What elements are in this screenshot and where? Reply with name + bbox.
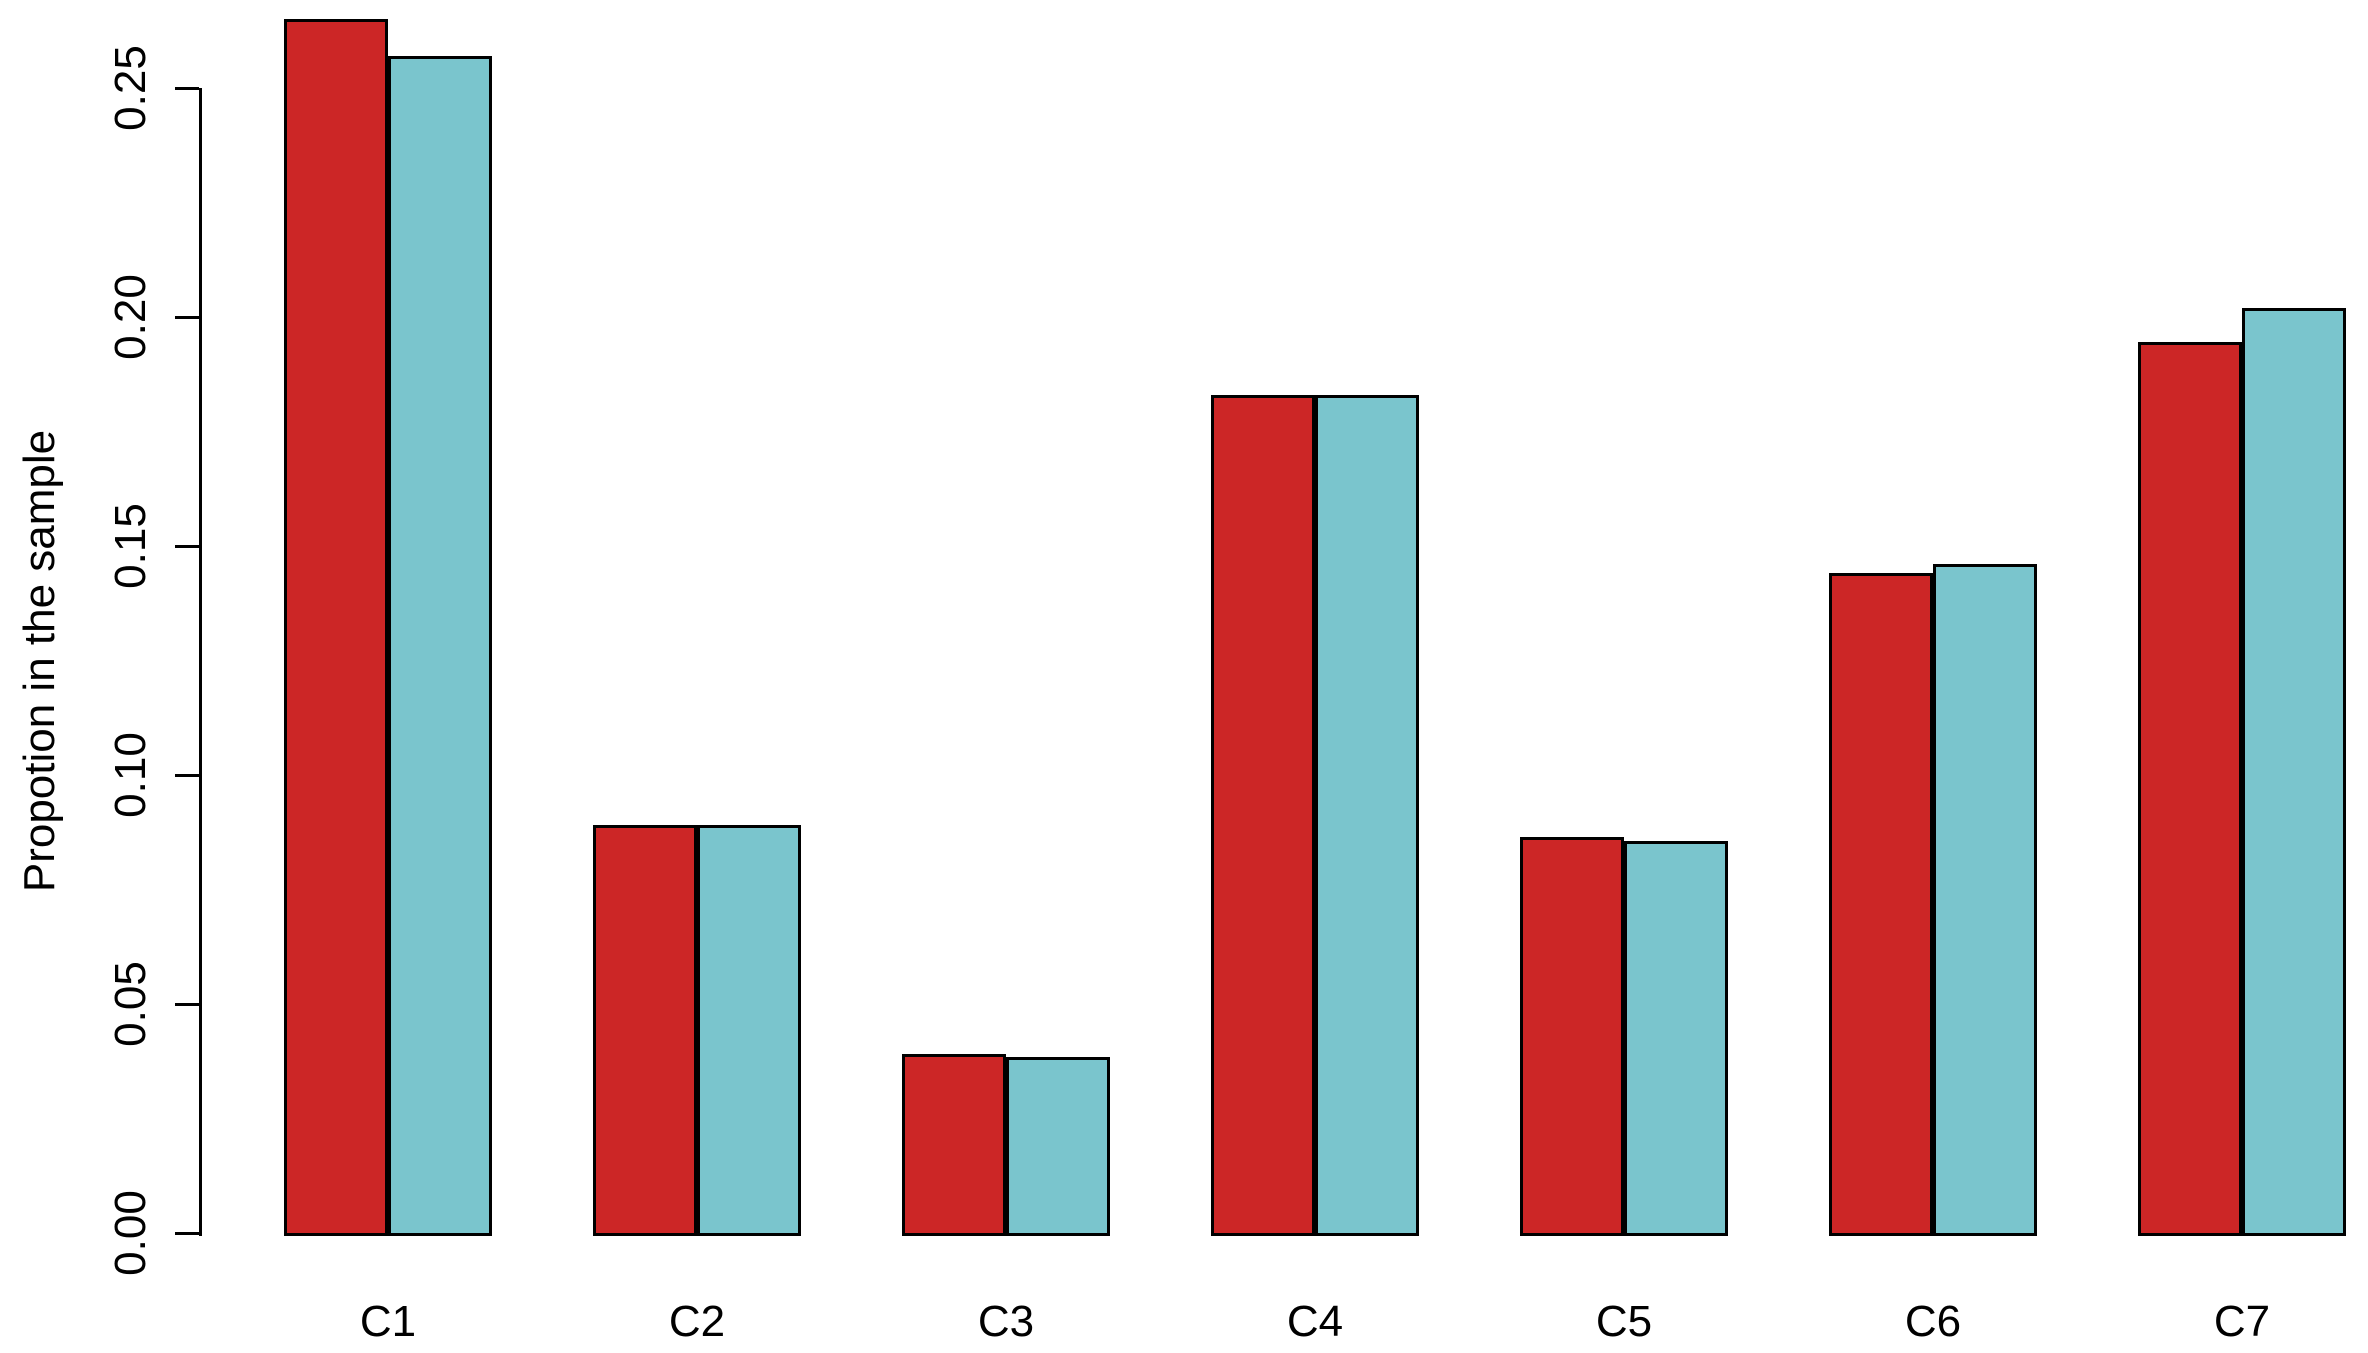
y-tick-label-0.25: 0.25 [106, 45, 155, 131]
bar-c1-cyan_bars [388, 56, 492, 1236]
y-tick-label-0.15: 0.15 [106, 503, 155, 589]
y-tick-0.10 [175, 774, 199, 777]
bar-c1-red_bars [284, 19, 388, 1236]
x-label-c1: C1 [359, 1297, 417, 1346]
x-label-c3: C3 [977, 1297, 1035, 1346]
bar-c7-red_bars [2138, 342, 2242, 1236]
y-tick-label-0.00: 0.00 [106, 1190, 155, 1276]
bar-c2-cyan_bars [697, 825, 801, 1236]
bar-c7-cyan_bars [2242, 308, 2346, 1236]
bar-c4-red_bars [1211, 395, 1315, 1236]
x-label-c4: C4 [1286, 1297, 1344, 1346]
bar-c6-cyan_bars [1933, 564, 2037, 1236]
y-tick-0.15 [175, 545, 199, 548]
x-label-c7: C7 [2213, 1297, 2271, 1346]
y-tick-0.20 [175, 316, 199, 319]
bar-c3-red_bars [902, 1054, 1006, 1236]
x-label-c6: C6 [1904, 1297, 1962, 1346]
y-axis-line [199, 88, 202, 1236]
y-tick-label-0.10: 0.10 [106, 732, 155, 818]
bar-c6-red_bars [1829, 573, 1933, 1236]
y-axis-title: Propotion in the sample [15, 429, 64, 893]
y-tick-0.05 [175, 1003, 199, 1006]
bar-c2-red_bars [593, 825, 697, 1236]
y-tick-label-0.05: 0.05 [106, 961, 155, 1047]
y-tick-0.00 [175, 1232, 199, 1235]
y-tick-0.25 [175, 87, 199, 90]
bar-c3-cyan_bars [1006, 1057, 1110, 1236]
bar-c4-cyan_bars [1315, 395, 1419, 1236]
x-label-c5: C5 [1595, 1297, 1653, 1346]
bar-c5-cyan_bars [1624, 841, 1728, 1236]
bar-c5-red_bars [1520, 837, 1624, 1236]
x-label-c2: C2 [668, 1297, 726, 1346]
y-tick-label-0.20: 0.20 [106, 274, 155, 360]
